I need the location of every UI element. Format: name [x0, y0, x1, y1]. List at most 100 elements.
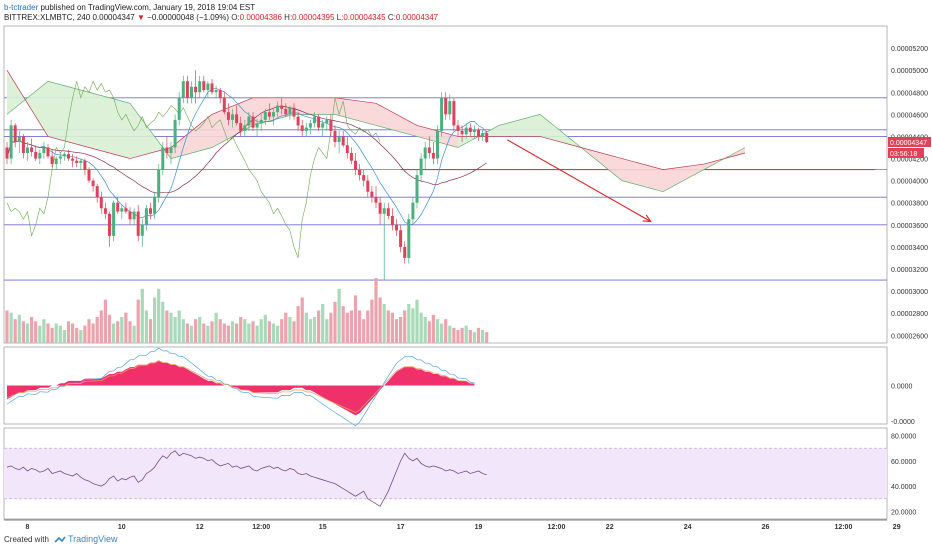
moving-average-line: [6, 87, 487, 225]
candle-body: [341, 136, 345, 146]
volume-bar: [382, 304, 386, 343]
time-axis-label: 19: [475, 524, 483, 530]
volume-bar: [54, 323, 58, 343]
volume-bar: [411, 308, 415, 343]
volume-bar: [452, 327, 456, 343]
volume-bar: [66, 321, 71, 343]
volume-bar: [481, 330, 485, 343]
volume-bar: [284, 312, 288, 343]
volume-bar: [17, 314, 21, 343]
candle-body: [399, 230, 403, 247]
volume-bar: [75, 327, 79, 343]
volume-bar: [386, 310, 390, 343]
volume-bar: [226, 325, 230, 343]
projection-arrow-line: [506, 139, 651, 222]
tradingview-brand[interactable]: TradingView: [68, 534, 118, 544]
volume-bar: [161, 301, 165, 343]
time-axis-label: 22: [606, 524, 614, 530]
candle-body: [263, 112, 267, 120]
candle-body: [218, 90, 222, 98]
candle-body: [452, 101, 456, 126]
candle-body: [222, 97, 226, 113]
candle-body: [481, 133, 485, 137]
candle-body: [95, 186, 99, 198]
price-axis-label: 0.00005000: [891, 68, 928, 75]
volume-bar: [169, 312, 173, 343]
candle-body: [38, 153, 42, 159]
candle-body: [304, 127, 308, 131]
volume-bar: [153, 297, 157, 343]
time-axis-label: 24: [684, 524, 692, 530]
volume-bar: [58, 325, 62, 343]
rsi-axis-label: 80.0000: [891, 434, 916, 441]
volume-bar: [79, 330, 83, 343]
candle-body: [259, 119, 263, 124]
chart-header: b-tctrader published on TradingView.com,…: [0, 0, 932, 24]
volume-bar: [214, 312, 218, 343]
candle-body: [440, 97, 444, 131]
volume-bar: [181, 319, 185, 343]
candle-body: [296, 116, 300, 126]
candle-body: [251, 116, 255, 128]
pane-frame: [3, 25, 888, 344]
candle-body: [403, 246, 407, 258]
candle-body: [423, 147, 427, 159]
volume-bar: [444, 319, 448, 343]
candle-body: [165, 147, 169, 154]
candle-body: [112, 202, 116, 236]
candle-body: [349, 153, 353, 161]
ichimoku-cloud-segment: [294, 97, 335, 115]
time-axis-label: 12:00: [252, 524, 270, 530]
symbol-line: BITTREX:XLMBTC, 240 0.00004347 ▼ −0.0000…: [4, 13, 438, 22]
volume-bar: [464, 325, 468, 343]
candle-body: [333, 130, 337, 142]
close-value: 0.00004347: [395, 13, 439, 22]
volume-bar: [407, 304, 411, 343]
signal-line: [6, 360, 475, 413]
volume-bar: [239, 317, 243, 343]
volume-bar: [103, 299, 107, 343]
candle-body: [214, 90, 218, 93]
volume-bar: [476, 327, 481, 343]
candle-body: [395, 224, 398, 231]
volume-bar: [440, 323, 444, 343]
volume-bar: [300, 297, 304, 343]
volume-bar: [189, 325, 194, 343]
candle-body: [169, 147, 173, 154]
volume-bar: [140, 288, 144, 343]
volume-bar: [198, 317, 202, 343]
candle-body: [276, 105, 280, 113]
volume-bar: [390, 312, 394, 343]
candle-body: [374, 197, 378, 203]
open-label: O:: [231, 13, 240, 22]
volume-bar: [358, 310, 362, 343]
volume-bar: [218, 319, 222, 343]
volume-bar: [349, 310, 353, 343]
candle-body: [386, 208, 390, 216]
volume-bar: [251, 321, 255, 343]
candle-body: [226, 112, 230, 120]
volume-bar: [362, 319, 366, 343]
candle-body: [317, 116, 321, 128]
price-chart[interactable]: 0.00005200 0.00005000 0.00004800 0.00004600…: [0, 0, 932, 530]
volume-bar: [415, 299, 419, 343]
high-value: 0.00004395: [292, 13, 335, 22]
candle-body: [149, 208, 152, 214]
candle-body: [308, 123, 312, 128]
publish-line: b-tctrader published on TradingView.com,…: [4, 3, 255, 12]
countdown-badge: [888, 147, 924, 158]
volume-bar: [30, 317, 34, 343]
author-link[interactable]: b-tctrader: [4, 3, 39, 12]
macd-line: [6, 347, 475, 427]
price-axis-label: 0.00003800: [891, 201, 928, 208]
volume-bar: [62, 330, 66, 343]
candle-body: [198, 81, 202, 93]
volume-bar: [403, 310, 407, 343]
volume-bar: [321, 304, 325, 343]
candle-body: [62, 154, 66, 157]
ichimoku-cloud-segment: [89, 92, 130, 159]
published-text: published on TradingView.com, January 19…: [40, 3, 256, 12]
candle-body: [444, 97, 448, 115]
candle-body: [132, 211, 136, 220]
candle-body: [378, 202, 382, 214]
